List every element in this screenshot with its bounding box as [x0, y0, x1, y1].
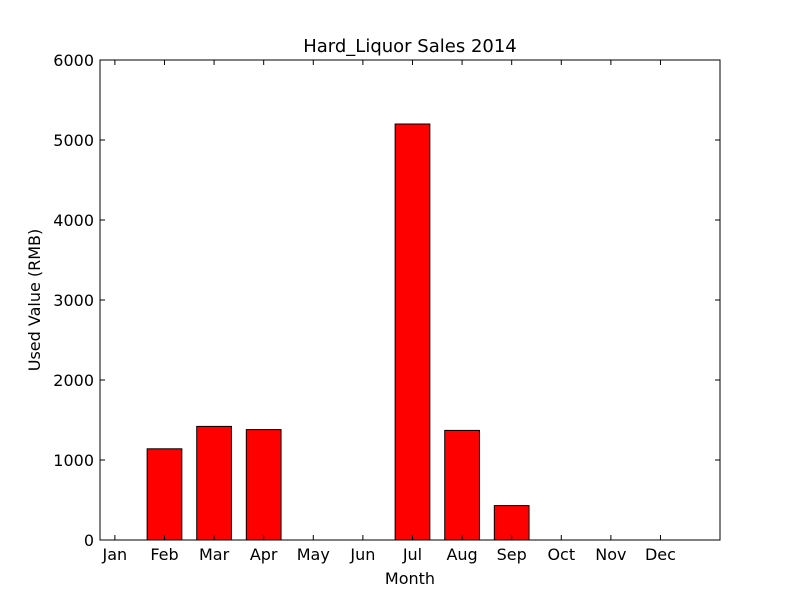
x-tick-label: Nov	[595, 545, 626, 564]
x-tick-label: Sep	[497, 545, 527, 564]
y-tick-label: 6000	[53, 51, 94, 70]
y-tick-label: 5000	[53, 131, 94, 150]
x-tick-label: Apr	[250, 545, 278, 564]
y-tick-label: 0	[84, 531, 94, 550]
x-tick-label: Feb	[150, 545, 178, 564]
y-axis-label: Used Value (RMB)	[25, 229, 44, 372]
plot-frame	[99, 59, 721, 541]
x-tick-label: Jan	[102, 545, 128, 564]
chart-title: Hard_Liquor Sales 2014	[303, 36, 517, 57]
y-tick-label: 2000	[53, 371, 94, 390]
bar-aug	[444, 429, 480, 541]
bar-sep	[493, 505, 530, 541]
x-tick-label: Dec	[645, 545, 676, 564]
x-tick-label: May	[297, 545, 330, 564]
bar-apr	[245, 429, 282, 541]
bars-group	[146, 123, 530, 541]
y-tick-label: 3000	[53, 291, 94, 310]
y-tick-label: 4000	[53, 211, 94, 230]
bar-jul	[394, 123, 431, 541]
x-axis-label: Month	[385, 569, 435, 588]
x-tick-label: Aug	[446, 545, 477, 564]
y-ticks-group: 0 1000 2000 3000 4000 5000 6000	[53, 51, 720, 550]
y-tick-label: 1000	[53, 451, 94, 470]
bar-feb	[146, 448, 183, 541]
x-tick-label: Mar	[199, 545, 230, 564]
bar-mar	[196, 425, 232, 541]
x-ticks-group: Jan Feb Mar Apr May Jun Jul Aug Sep Oct Nov Dec	[102, 60, 676, 564]
x-tick-label: Jul	[402, 545, 422, 564]
x-tick-label: Oct	[547, 545, 575, 564]
x-tick-label: Jun	[349, 545, 375, 564]
